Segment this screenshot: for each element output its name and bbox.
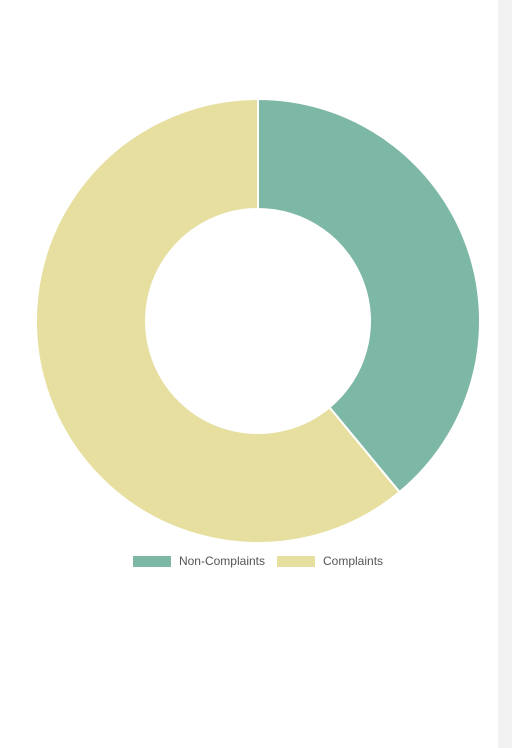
chart-legend: Non-Complaints Complaints [0,554,512,568]
legend-label-non-complaints: Non-Complaints [178,554,265,568]
legend-swatch-complaints [277,555,315,567]
legend-label-complaints: Complaints [323,554,384,568]
scrollbar-gutter [498,0,512,748]
legend-item-complaints[interactable]: Complaints [277,554,383,568]
donut-slice-non-complaints[interactable] [257,97,481,494]
legend-swatch-non-complaints [132,555,171,567]
donut-chart-area: Non-Complaints Complaints [35,97,481,568]
legend-item-non-complaints[interactable]: Non-Complaints [132,554,265,568]
donut-slice-complaints[interactable] [35,97,401,544]
donut-chart [35,97,481,544]
